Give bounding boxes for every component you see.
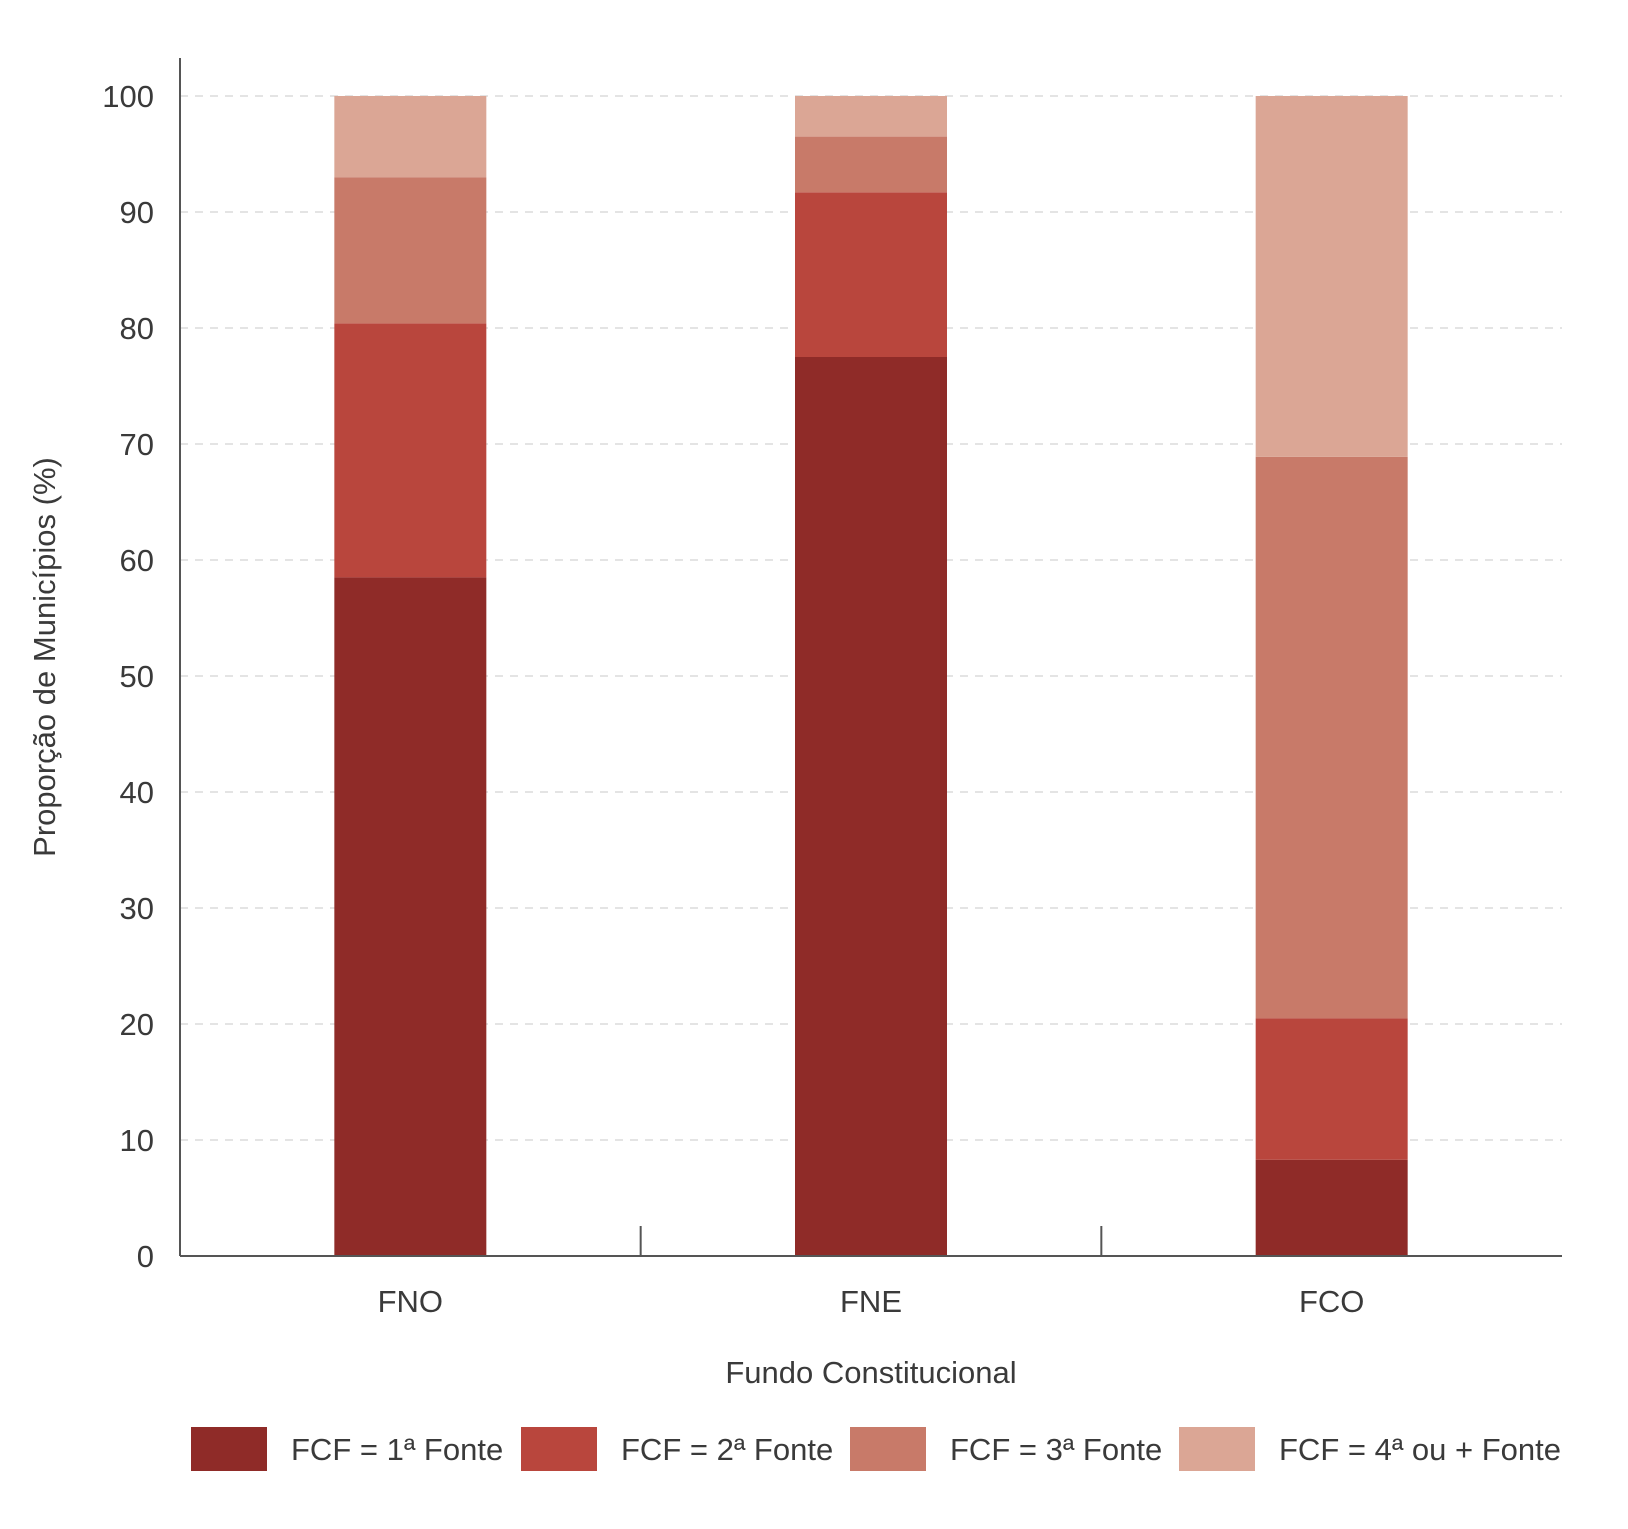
x-category-label: FCO [1299, 1284, 1364, 1319]
y-tick-label: 70 [120, 427, 154, 462]
legend-swatch [191, 1427, 267, 1471]
bar-segment-fco-3 [1255, 456, 1408, 1019]
x-category-label: FNO [378, 1284, 443, 1319]
bars [334, 96, 1408, 1256]
bar-segment-fno-1 [334, 577, 487, 1256]
axes [179, 58, 1562, 1257]
bar-segment-fco-1 [1255, 1159, 1408, 1256]
y-tick-label: 0 [137, 1239, 154, 1274]
x-category-label: FNE [840, 1284, 902, 1319]
y-tick-label: 30 [120, 891, 154, 926]
legend: FCF = 1ª Fonte FCF = 2ª Fonte FCF = 3ª Fon… [191, 1427, 1561, 1471]
y-tick-labels: 0 10 20 30 40 50 60 70 80 90 100 [102, 79, 154, 1274]
bar-segment-fno-3 [334, 177, 487, 324]
y-tick-label: 20 [120, 1007, 154, 1042]
y-tick-label: 60 [120, 543, 154, 578]
bar-segment-fco-4 [1255, 96, 1408, 457]
bar-segment-fne-1 [795, 357, 947, 1256]
y-tick-label: 50 [120, 659, 154, 694]
bar-segment-fno-4 [334, 96, 487, 178]
legend-swatch [521, 1427, 597, 1471]
legend-swatch [850, 1427, 926, 1471]
y-tick-label: 40 [120, 775, 154, 810]
y-tick-label: 10 [120, 1123, 154, 1158]
y-tick-label: 80 [120, 311, 154, 346]
bar-segment-fne-4 [795, 96, 947, 137]
legend-label: FCF = 3ª Fonte [950, 1432, 1162, 1467]
bar-segment-fne-2 [795, 192, 947, 357]
legend-label: FCF = 4ª ou + Fonte [1279, 1432, 1561, 1467]
x-category-labels: FNO FNE FCO [378, 1284, 1365, 1319]
y-tick-label: 90 [120, 195, 154, 230]
bar-segment-fco-2 [1255, 1018, 1408, 1160]
legend-swatch [1179, 1427, 1255, 1471]
y-axis-title: Proporção de Municípios (%) [27, 457, 62, 857]
x-axis-title: Fundo Constitucional [725, 1355, 1016, 1390]
bar-segment-fno-2 [334, 323, 487, 578]
bar-segment-fne-3 [795, 136, 947, 193]
y-tick-label: 100 [102, 79, 154, 114]
legend-label: FCF = 1ª Fonte [291, 1432, 503, 1467]
legend-label: FCF = 2ª Fonte [621, 1432, 833, 1467]
